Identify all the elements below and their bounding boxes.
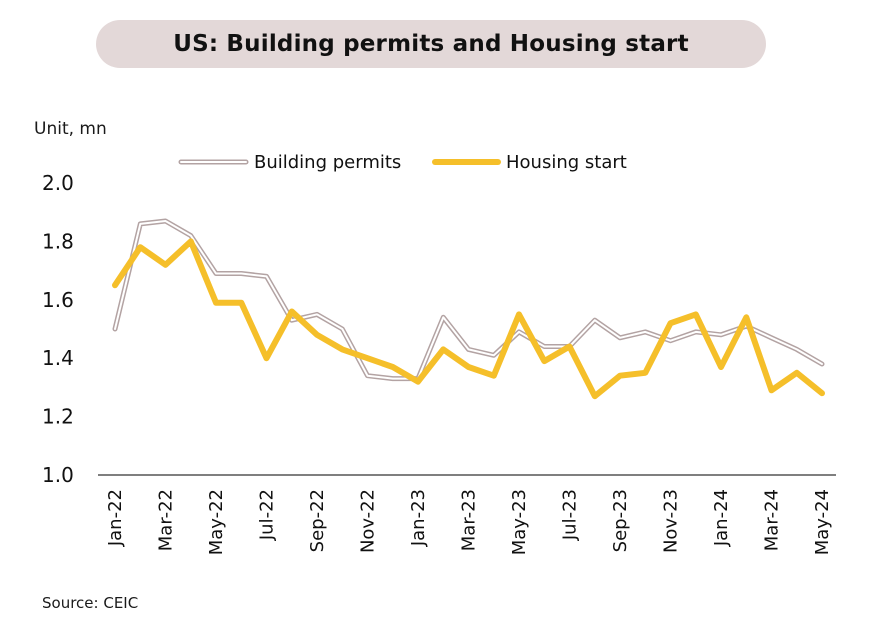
y-tick-label: 1.2 [42,405,74,429]
x-tick-label: Nov-23 [661,489,682,553]
x-tick-label: Jan-23 [408,489,429,547]
x-tick-label: May-22 [206,489,227,555]
x-tick-label: Mar-24 [762,489,783,551]
chart-title-box: US: Building permits and Housing start [96,20,766,68]
x-tick-label: Jan-22 [105,489,126,547]
y-tick-label: 1.8 [42,229,74,253]
source-note: Source: CEIC [42,594,139,612]
x-tick-label: Jul-22 [257,489,278,541]
y-tick-label: 1.0 [42,463,74,487]
y-tick-label: 2.0 [42,171,74,195]
x-tick-label: Jul-23 [560,489,581,541]
y-axis-unit-label: Unit, mn [34,119,107,139]
legend-label-housing-start: Housing start [506,152,627,173]
chart-title: US: Building permits and Housing start [173,31,689,57]
x-tick-label: Mar-22 [156,489,177,551]
x-tick-label: Mar-23 [459,489,480,551]
x-tick-label: May-24 [812,489,833,555]
y-tick-label: 1.4 [42,346,74,370]
x-tick-label: Jan-24 [711,489,732,547]
x-tick-label: Sep-22 [307,489,328,552]
x-tick-label: May-23 [509,489,530,555]
series-line-housing-start [112,238,825,400]
legend-label-building-permits: Building permits [254,152,401,173]
y-tick-label: 1.6 [42,288,74,312]
x-tick-label: Nov-22 [358,489,379,553]
x-tick-label: Sep-23 [610,489,631,552]
